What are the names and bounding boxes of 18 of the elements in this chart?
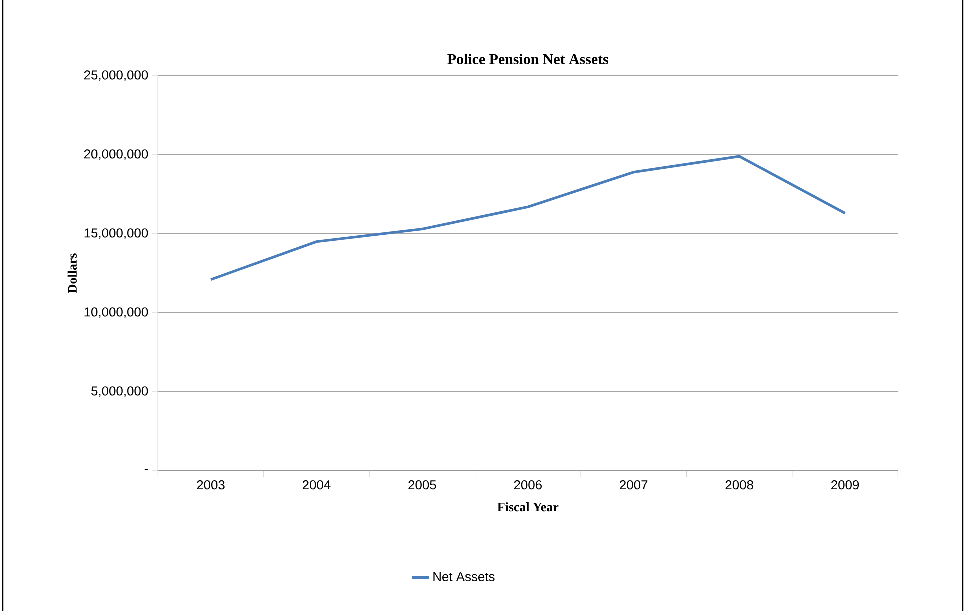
chart-title: Police Pension Net Assets xyxy=(448,54,609,64)
x-tick-label: 2003 xyxy=(197,480,225,490)
x-tick-label: 2008 xyxy=(726,480,754,490)
x-tick-label: 2009 xyxy=(832,480,860,490)
x-axis-title: Fiscal Year xyxy=(498,502,559,512)
x-tick-label: 2006 xyxy=(514,480,542,490)
y-tick-label: 15,000,000 xyxy=(84,228,148,240)
y-tick-label: 5,000,000 xyxy=(92,386,148,398)
line-series xyxy=(210,155,847,282)
x-tick-label: 2005 xyxy=(408,480,436,490)
x-tick-label: 2007 xyxy=(620,480,648,490)
y-axis-title: Dollars xyxy=(68,254,77,294)
x-tick-label: 2004 xyxy=(302,480,331,490)
legend-label: Net Assets xyxy=(434,572,495,582)
y-tick-label: - xyxy=(144,469,148,470)
y-tick-label: 10,000,000 xyxy=(84,308,148,318)
y-tick-label: 20,000,000 xyxy=(84,150,148,160)
y-tick-label: 25,000,000 xyxy=(84,70,148,82)
